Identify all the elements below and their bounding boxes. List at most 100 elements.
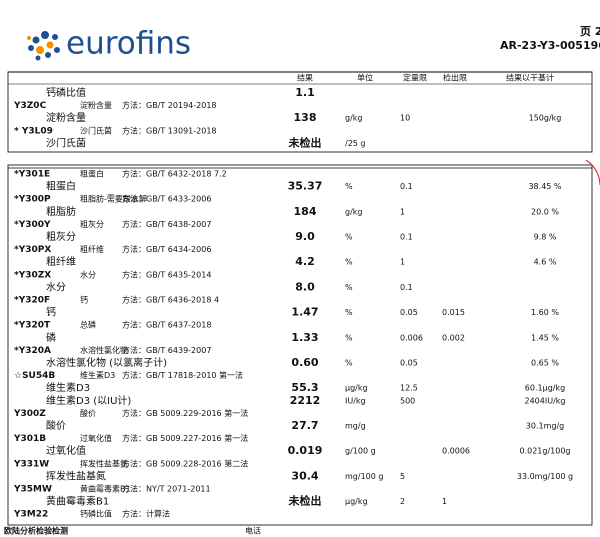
result-value: 未检出 [288,135,322,149]
unit: % [345,359,353,368]
test-method: 方法：GB/T 6436-2018 4 [122,295,219,305]
logo: eurofins [27,26,191,62]
analyte: 水溶性氯化物 (以氯离子计) [46,356,167,369]
test-code: Y3M22 [13,510,48,520]
analyte: 酸价 [46,419,66,432]
test-method: 方法：GB 5009.228-2016 第二法 [122,458,248,468]
test-code: *Y30PX [14,245,51,255]
lod: 0.002 [442,333,465,342]
test-name: 水溶性氯化物 [80,345,128,355]
test-name: 淀粉含量 [80,100,112,110]
column-header: 单位 [357,73,373,83]
test-name: 粗纤维 [80,244,104,254]
test-code: Y3Z0C [13,101,47,111]
dry-basis: 38.45 % [528,182,561,191]
test-name: 总磷 [80,320,96,330]
loq: 0.1 [400,182,413,191]
footer-phone: 电话 [245,526,261,536]
test-code: *Y300Y [14,220,51,230]
unit: % [345,258,353,267]
analyte: 粗纤维 [46,255,76,268]
test-name: 维生素D3 [80,370,115,380]
test-method: 方法：GB/T 6433-2006 [122,194,211,204]
test-name: 黄曲霉毒素B1 [80,484,131,494]
test-method: 方法：GB/T 17818-2010 第一法 [122,370,243,380]
unit: mg/g [345,422,366,431]
result-value: 55.3 [291,381,318,394]
test-code: Y331W [13,459,49,469]
test-code: *Y301E [14,170,50,180]
analyte: 维生素D3 (以IU计) [46,394,131,407]
dry-basis: 1.60 % [531,308,559,317]
test-method: 方法：计算法 [122,509,170,519]
loq: 10 [400,114,410,123]
result-value: 1.1 [295,86,315,99]
dry-basis: 150g/kg [529,114,562,123]
test-name: 钙磷比值 [80,509,112,519]
result-value: 4.2 [295,255,315,268]
result-value: 1.33 [291,331,318,344]
loq: 1 [400,258,405,267]
analyte: 水分 [46,281,66,293]
loq: 0.1 [400,283,413,292]
dry-basis: 0.65 % [531,359,559,368]
result-value: 2212 [290,394,321,407]
test-code: * Y3L09 [14,126,53,136]
unit: % [345,283,353,292]
test-code: *Y320A [14,346,51,356]
loq: 0.1 [400,233,413,242]
test-method: 方法：GB 5009.227-2016 第一法 [122,433,248,443]
result-value: 9.0 [295,230,315,243]
test-code: *Y320F [14,296,50,306]
dry-basis: 33.0mg/100 g [517,472,573,481]
loq: 12.5 [400,384,418,393]
column-header: 检出限 [443,73,467,83]
test-method: 方法：NY/T 2071-2011 [122,484,211,494]
test-method: 方法：GB/T 6439-2007 [122,345,211,355]
footer-company: 欧陆分析检验检测 [4,526,68,536]
test-code: Y300Z [13,409,46,419]
test-method: 方法：GB 5009.229-2016 第一法 [122,408,248,418]
unit: % [345,308,353,317]
loq: 1 [400,207,405,216]
test-code: *Y320T [14,321,51,331]
section-box [7,71,593,153]
analyte: 钙 [46,306,56,319]
test-code: *Y30ZX [14,270,51,280]
result-value: 0.60 [291,356,318,369]
section-box [7,164,593,526]
page-number: 页 2 [580,25,600,38]
test-method: 方法：GB/T 6437-2018 [122,320,211,330]
test-code: Y35MW [13,485,52,495]
unit: mg/100 g [345,472,383,481]
unit: % [345,233,353,242]
unit: % [345,182,353,191]
test-name: 沙门氏菌 [80,125,112,135]
analyte: 淀粉含量 [46,111,86,124]
analyte: 钙磷比值 [46,86,86,99]
test-name: 粗脂肪-需要酸水解 [80,194,147,204]
test-method: 方法：GB/T 6438-2007 [122,219,211,229]
dry-basis: 60.1µg/kg [525,384,565,393]
result-value: 1.47 [291,306,318,319]
test-code: *Y300P [14,195,51,205]
unit: g/kg [345,207,362,216]
unit: /25 g [345,139,366,148]
result-value: 27.7 [291,419,318,432]
analyte: 磷 [46,331,56,344]
analyte: 维生素D3 [46,381,90,394]
dry-basis: 2404IU/kg [525,396,566,405]
loq: 0.05 [400,308,418,317]
unit: % [345,333,353,342]
result-value: 未检出 [288,494,322,508]
test-method: 方法：GB/T 20194-2018 [122,100,217,110]
unit: g/100 g [345,447,376,456]
analyte: 粗脂肪 [46,205,76,218]
result-value: 30.4 [291,469,318,482]
loq: 5 [400,472,405,481]
dry-basis: 0.021g/100g [519,447,570,456]
unit: IU/kg [345,396,366,405]
test-name: 酸价 [80,408,96,418]
loq: 2 [400,497,405,506]
